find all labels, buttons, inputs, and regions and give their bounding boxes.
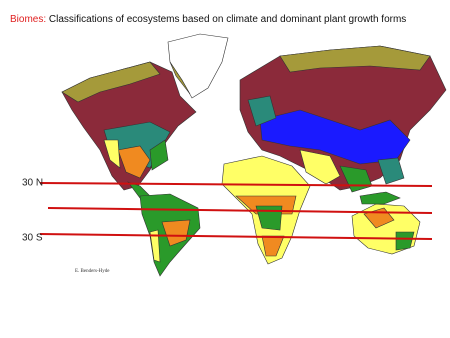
- latitude-label: 30 N: [22, 178, 43, 189]
- equator-line: [47, 207, 433, 214]
- latitude-label: 30 S: [22, 233, 43, 244]
- credit: E. Benders-Hyde: [75, 269, 110, 274]
- title: Biomes: Classifications of ecosystems ba…: [10, 14, 406, 25]
- continents: [61, 33, 447, 277]
- title-label: Biomes:: [10, 14, 46, 25]
- latitude-line: [39, 233, 433, 240]
- latitude-line: [39, 182, 433, 187]
- title-text: Classifications of ecosystems based on c…: [49, 14, 406, 25]
- latitude-lines: [39, 182, 433, 240]
